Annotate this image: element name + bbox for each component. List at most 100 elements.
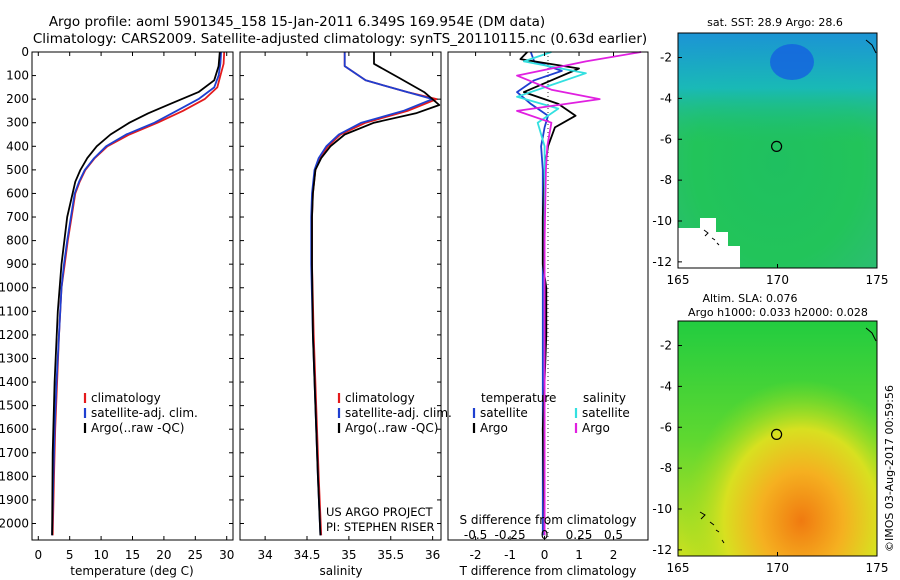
temperature-xtick-label: 20 (156, 548, 171, 562)
depth-tick-label: 1000 (0, 281, 29, 295)
salinity-xtick-label: 34.5 (294, 548, 321, 562)
depth-tick-label: 700 (6, 210, 29, 224)
sla-map-warm-patch (678, 321, 877, 556)
sst-map-coast-ne (865, 39, 877, 54)
difference-temperature-legend-label: Argo (480, 421, 508, 435)
difference-salinity-tick-label: 0 (541, 528, 549, 542)
depth-tick-label: 100 (6, 69, 29, 83)
salinity-legend-label: climatology (345, 391, 415, 405)
depth-tick-label: 1800 (0, 469, 29, 483)
difference-xtick-label: -2 (470, 548, 482, 562)
depth-tick-label: 1700 (0, 446, 29, 460)
temperature-xtick-label: 25 (188, 548, 203, 562)
sla-map-ytick-label: -6 (660, 420, 672, 434)
difference-salinity-tick-label: -0.25 (495, 528, 526, 542)
difference-series-salinity-salinity_argo (516, 51, 642, 536)
sla-map-coast-ne (865, 327, 877, 342)
salinity-xtick-label: 35.5 (377, 548, 404, 562)
sst-map-ytick-label: -10 (652, 214, 672, 228)
sst-map-ytick-label: -6 (660, 132, 672, 146)
depth-tick-label: 0 (21, 45, 29, 59)
salinity-xtick-label: 35 (341, 548, 356, 562)
temperature-xtick-label: 5 (66, 548, 74, 562)
sst-map-cold-core (770, 44, 814, 80)
salinity-axes-frame (239, 51, 442, 541)
depth-tick-label: 200 (6, 92, 29, 106)
salinity-series-argo (311, 52, 441, 536)
temperature-legend-label: climatology (91, 391, 161, 405)
salinity-xtick-label: 36 (425, 548, 440, 562)
sla-map-title-line1: Altim. SLA: 0.076 (702, 292, 797, 305)
difference-salinity-legend-label: satellite (582, 406, 630, 420)
sst-map-panel: sat. SST: 28.9 Argo: 28.6 165 170 175 -2 -4… (652, 16, 888, 287)
depth-tick-label: 900 (6, 257, 29, 271)
temperature-xtick-label: 0 (34, 548, 42, 562)
difference-salinity-tick-label: 0.5 (604, 528, 623, 542)
difference-xtick-label: 1 (575, 548, 583, 562)
sla-map-xtick-label: 165 (667, 561, 690, 575)
sst-map-ytick-label: -2 (660, 51, 672, 65)
header-line1: Argo profile: aoml 5901345_158 15-Jan-20… (49, 14, 545, 30)
depth-tick-label: 400 (6, 139, 29, 153)
sla-map-argo-marker (770, 428, 783, 440)
sla-map-ytick-label: -2 (660, 339, 672, 353)
depth-tick-label: 1200 (0, 328, 29, 342)
sla-map-title-line2: Argo h1000: 0.033 h2000: 0.028 (688, 306, 868, 319)
difference-xtick-label: -1 (504, 548, 516, 562)
depth-tick-label: 500 (6, 163, 29, 177)
difference-legend-title-salinity: salinity (583, 391, 626, 405)
sst-map-xtick-label: 170 (766, 273, 789, 287)
depth-tick-label: 1500 (0, 399, 29, 413)
sst-map-argo-marker (770, 140, 783, 152)
temperature-panel: 0 5 10 15 20 25 30 0 100 200 300 400 500 600 700 800 90… (0, 45, 234, 578)
sla-map-panel: Altim. SLA: 0.076 Argo h1000: 0.033 h200… (652, 292, 888, 575)
depth-tick-label: 1100 (0, 304, 29, 318)
sst-map-land-mask (678, 218, 740, 268)
salinity-xtick-label: 34 (257, 548, 272, 562)
temperature-series-satellite (51, 51, 222, 536)
temperature-series-climatology (51, 51, 226, 536)
depth-tick-label: 800 (6, 234, 29, 248)
difference-xtick-label: 0 (541, 548, 549, 562)
temperature-xtick-label: 30 (219, 548, 234, 562)
sla-map-ytick-label: -8 (660, 461, 672, 475)
depth-tick-label: 1900 (0, 493, 29, 507)
sst-map-ytick-label: -8 (660, 173, 672, 187)
depth-tick-label: 1300 (0, 351, 29, 365)
depth-tick-label: 1600 (0, 422, 29, 436)
difference-axes-frame (447, 51, 649, 541)
difference-xlabel-salinity: S difference from climatology (460, 513, 637, 527)
sst-map-coast (703, 229, 720, 246)
temperature-series-argo (51, 51, 221, 536)
salinity-panel: 34 34.5 35 35.5 36 salinity climatologysatel… (239, 51, 452, 578)
header-line2: Climatology: CARS2009. Satellite-adjuste… (33, 31, 647, 47)
difference-salinity-tick-label: -0.5 (464, 528, 487, 542)
sla-map-ytick-label: -12 (652, 543, 672, 557)
difference-legend: temperature salinitysatelliteArgosatellit… (472, 391, 630, 435)
temperature-xtick-label: 10 (93, 548, 108, 562)
sla-map-coast (699, 511, 725, 544)
sla-map-ytick-label: -4 (660, 379, 672, 393)
difference-xtick-label: 2 (610, 548, 618, 562)
difference-series-temperature-satellite (516, 51, 563, 536)
sst-map-ytick-label: -12 (652, 255, 672, 269)
salinity-xlabel: salinity (319, 564, 362, 578)
depth-tick-label: 1400 (0, 375, 29, 389)
temperature-legend-label: Argo(..raw -QC) (91, 421, 184, 435)
difference-series-temperature-argo (519, 51, 580, 536)
sla-map-xtick-label: 170 (766, 561, 789, 575)
sla-map-ytick-label: -10 (652, 502, 672, 516)
difference-xlabel: T difference from climatology (459, 564, 637, 578)
depth-tick-label: 2000 (0, 516, 29, 530)
depth-tick-label: 600 (6, 186, 29, 200)
difference-salinity-tick-label: 0.25 (566, 528, 593, 542)
difference-salinity-legend-label: Argo (582, 421, 610, 435)
pi-credit: PI: STEPHEN RISER (326, 520, 435, 534)
sla-map-xtick-label: 175 (866, 561, 889, 575)
project-credit: US ARGO PROJECT (326, 505, 434, 519)
sst-map-title: sat. SST: 28.9 Argo: 28.6 (707, 16, 843, 29)
sst-map-xtick-label: 175 (866, 273, 889, 287)
